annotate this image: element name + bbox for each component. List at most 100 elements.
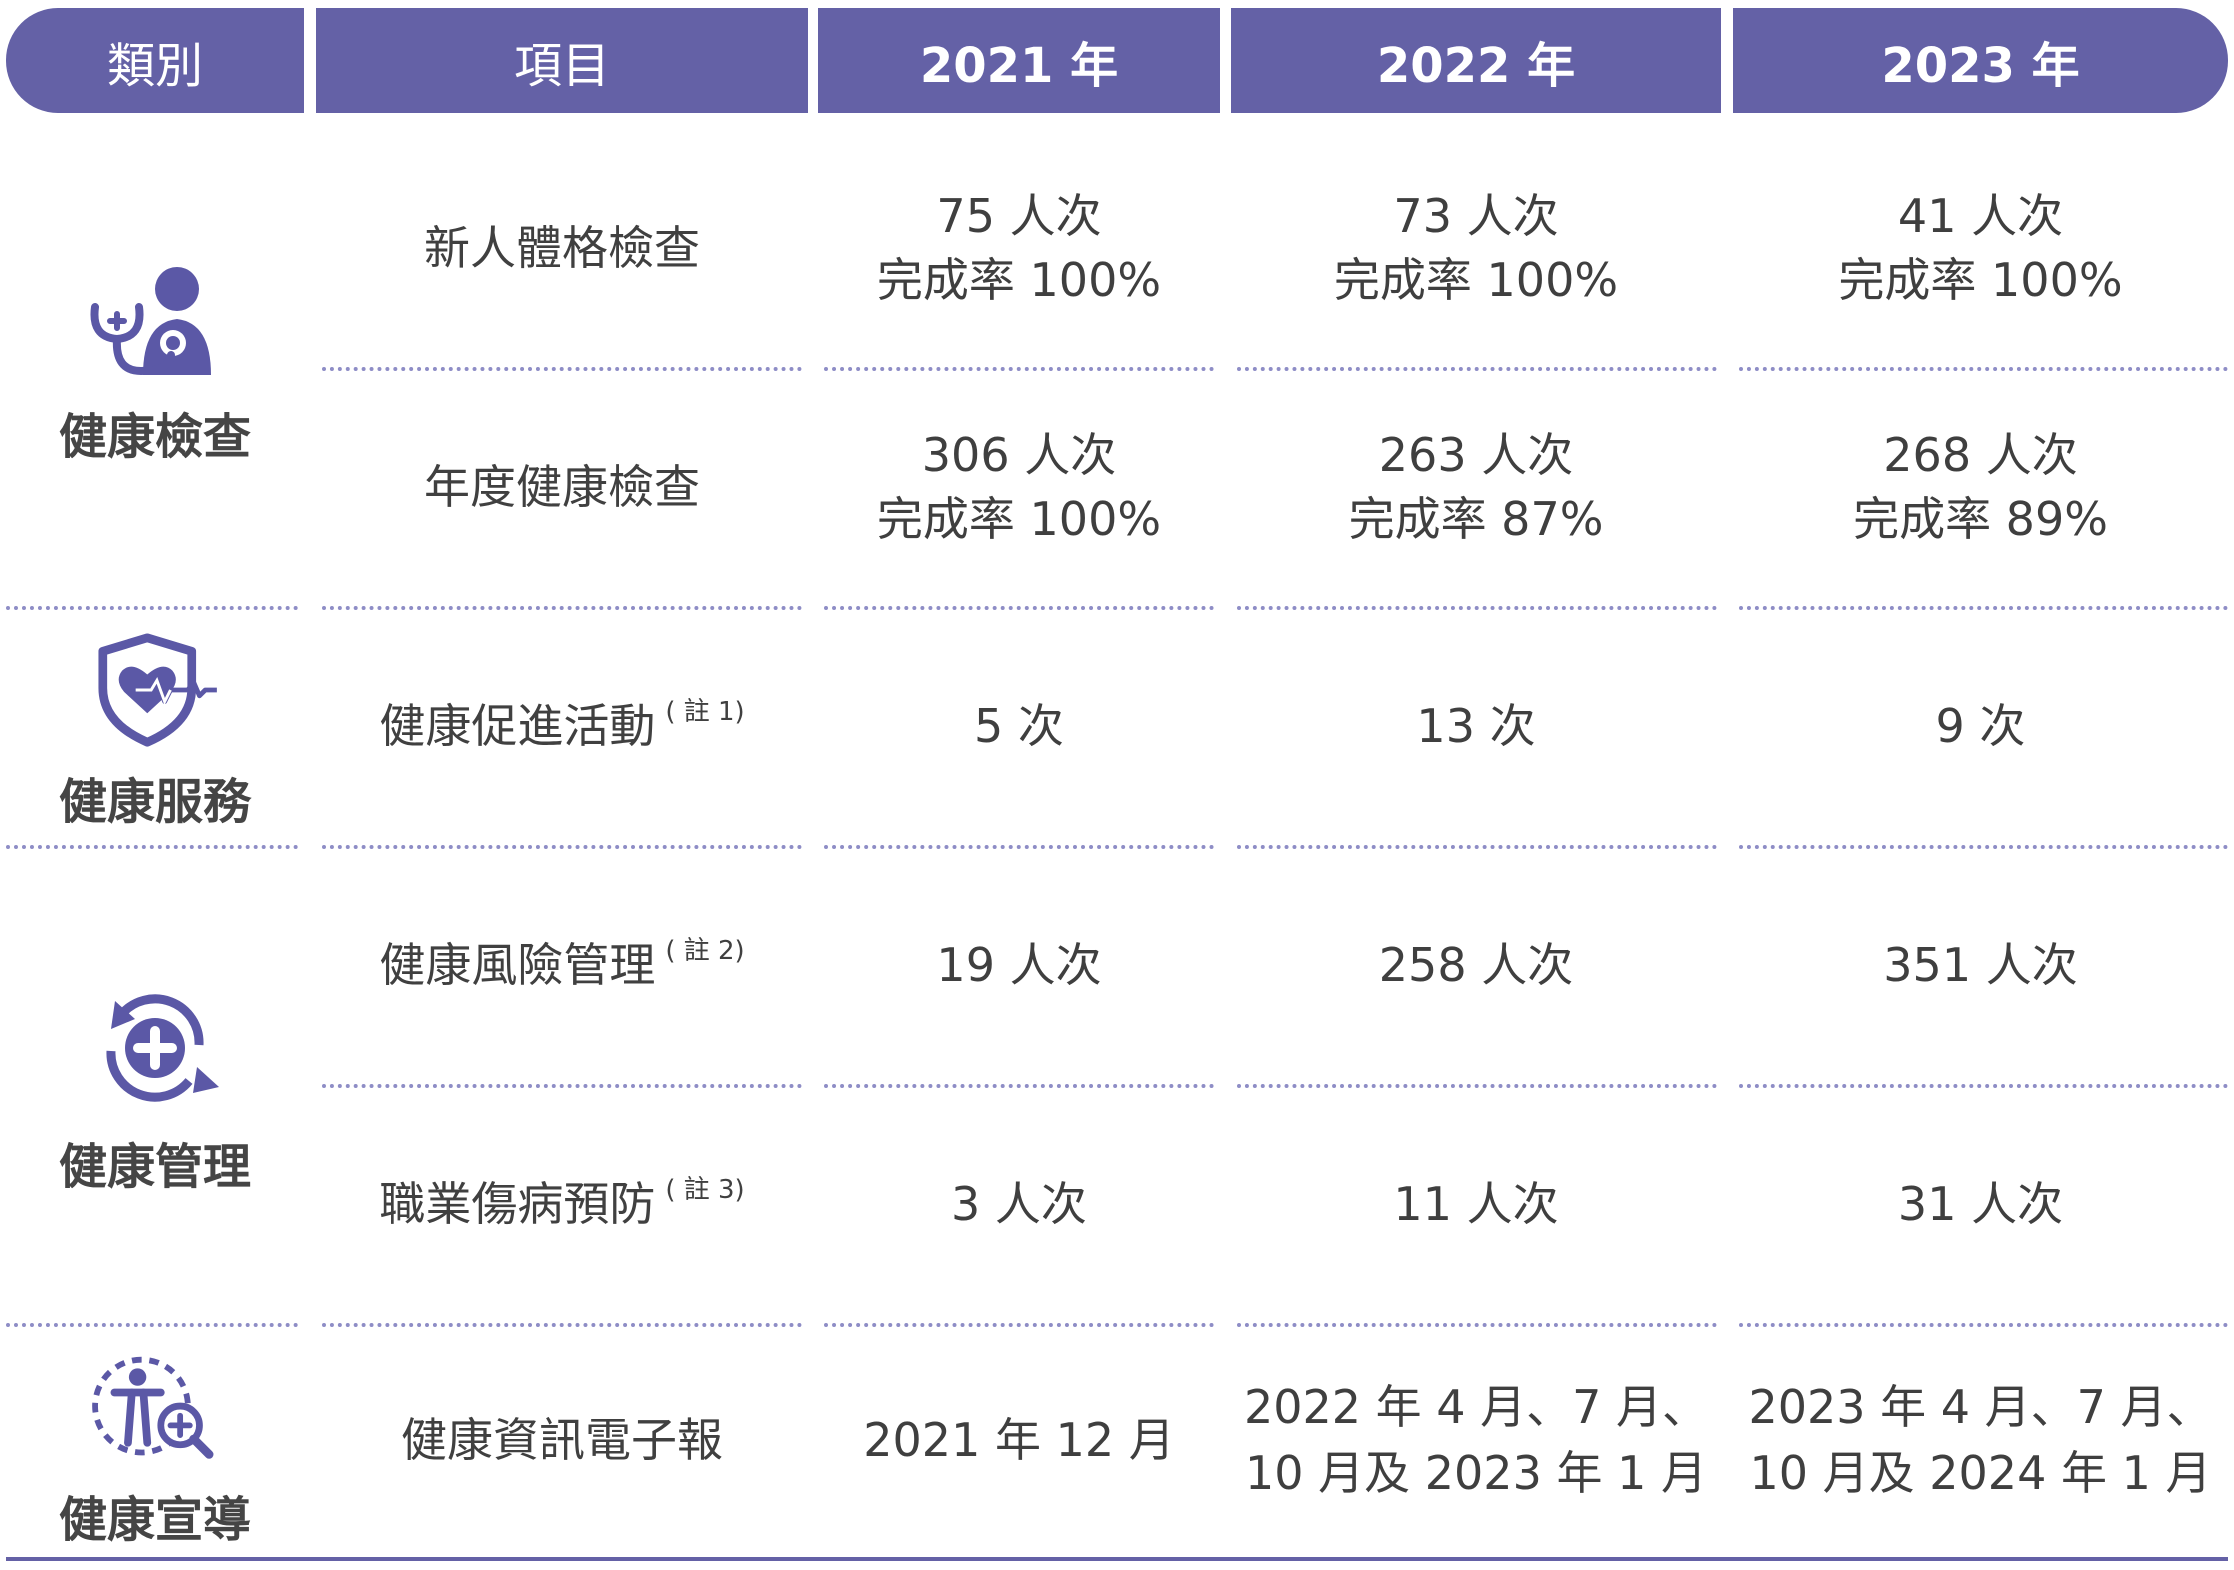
category-health-check: 健康檢查 (6, 235, 304, 495)
cell-line: 10 月及 2023 年 1 月 (1245, 1446, 1707, 1500)
table-cell: 2022 年 4 月、7 月、 10 月及 2023 年 1 月 (1231, 1325, 1721, 1555)
cell-line: 268 人次 (1883, 427, 2078, 482)
section-divider (6, 845, 298, 849)
section-divider (322, 1323, 802, 1327)
section-divider (322, 845, 802, 849)
cell-line: 75 人次 (936, 188, 1102, 243)
section-divider (1237, 1323, 1717, 1327)
cell-line: 完成率 100% (1838, 252, 2123, 307)
cell-line: 306 人次 (921, 427, 1117, 482)
person-magnifier-icon (92, 1356, 214, 1459)
row-divider (824, 367, 1214, 371)
table-cell: 75 人次 完成率 100% (818, 130, 1220, 365)
row-item: 健康促進活動 ( 註 1) (316, 608, 808, 843)
cell-line: 263 人次 (1378, 427, 1574, 482)
category-label: 健康管理 (58, 1139, 251, 1195)
category-label: 健康檢查 (58, 409, 251, 465)
section-divider (1739, 845, 2228, 849)
cell-line: 2021 年 12 月 (863, 1413, 1175, 1467)
table-bottom-rule (6, 1557, 2228, 1561)
cell-line: 73 人次 (1393, 188, 1559, 243)
cell-line: 完成率 100% (876, 491, 1162, 546)
item-label: 健康資訊電子報 (401, 1413, 723, 1467)
footnote-ref: ( 註 2) (665, 935, 745, 966)
cycle-plus-icon (106, 994, 219, 1102)
cell-line: 3 人次 (951, 1176, 1087, 1231)
table-cell: 2023 年 4 月、7 月、 10 月及 2024 年 1 月 (1733, 1325, 2228, 1555)
row-divider (1237, 1084, 1717, 1088)
row-divider (1739, 367, 2228, 371)
row-divider (1237, 367, 1717, 371)
row-item: 新人體格檢查 (316, 130, 808, 365)
table-cell: 3 人次 (818, 1086, 1220, 1321)
item-label: 健康風險管理 (379, 937, 656, 992)
section-divider (6, 606, 298, 610)
category-health-management: 健康管理 (6, 960, 304, 1220)
table-cell: 268 人次 完成率 89% (1733, 369, 2228, 604)
section-divider (1739, 606, 2228, 610)
row-item: 健康風險管理 ( 註 2) (316, 847, 808, 1082)
header-item: 項目 (316, 8, 808, 113)
header-year-2021: 2021 年 (818, 8, 1220, 113)
cell-line: 2023 年 4 月、7 月、 (1748, 1380, 2213, 1434)
category-health-promotion: 健康宣導 (6, 1350, 304, 1550)
row-divider (824, 1084, 1214, 1088)
item-label: 新人體格檢查 (424, 220, 700, 275)
table-cell: 11 人次 (1231, 1086, 1721, 1321)
cell-line: 完成率 89% (1853, 491, 2108, 546)
table-cell: 5 次 (818, 608, 1220, 843)
table-cell: 351 人次 (1733, 847, 2228, 1082)
table-cell: 19 人次 (818, 847, 1220, 1082)
row-divider (1739, 1084, 2228, 1088)
table-cell: 263 人次 完成率 87% (1231, 369, 1721, 604)
row-item: 職業傷病預防 ( 註 3) (316, 1086, 808, 1321)
cell-line: 19 人次 (936, 937, 1102, 992)
table-cell: 258 人次 (1231, 847, 1721, 1082)
cell-line: 2022 年 4 月、7 月、 (1243, 1380, 1709, 1434)
table-cell: 9 次 (1733, 608, 2228, 843)
cell-line: 41 人次 (1897, 188, 2064, 243)
footnote-ref: ( 註 1) (665, 696, 745, 727)
section-divider (1237, 606, 1717, 610)
cell-line: 完成率 100% (876, 252, 1162, 307)
section-divider (824, 1323, 1214, 1327)
category-label: 健康服務 (58, 774, 251, 830)
table-cell: 41 人次 完成率 100% (1733, 130, 2228, 365)
header-category: 類別 (6, 8, 304, 113)
table-cell: 73 人次 完成率 100% (1231, 130, 1721, 365)
table-cell: 2021 年 12 月 (818, 1325, 1220, 1555)
doctor-stethoscope-icon (90, 267, 211, 376)
table-cell: 31 人次 (1733, 1086, 2228, 1321)
section-divider (1237, 845, 1717, 849)
cell-line: 完成率 87% (1348, 491, 1604, 546)
item-label: 健康促進活動 (379, 698, 656, 753)
table-cell: 13 次 (1231, 608, 1721, 843)
cell-line: 9 次 (1935, 698, 2026, 753)
row-item: 年度健康檢查 (316, 369, 808, 604)
table-cell: 306 人次 完成率 100% (818, 369, 1220, 604)
section-divider (322, 606, 802, 610)
section-divider (6, 1323, 298, 1327)
header-year-2023: 2023 年 (1733, 8, 2228, 113)
section-divider (824, 845, 1214, 849)
cell-line: 完成率 100% (1333, 252, 1619, 307)
footnote-ref: ( 註 3) (665, 1174, 745, 1205)
cell-line: 258 人次 (1378, 937, 1574, 992)
cell-line: 13 次 (1416, 698, 1536, 753)
shield-heart-icon (98, 633, 217, 747)
cell-line: 10 月及 2024 年 1 月 (1749, 1446, 2212, 1500)
cell-line: 351 人次 (1883, 937, 2078, 992)
row-divider (322, 367, 802, 371)
row-divider (322, 1084, 802, 1088)
item-label: 年度健康檢查 (424, 459, 700, 514)
item-label: 職業傷病預防 (379, 1176, 656, 1231)
cell-line: 5 次 (974, 698, 1064, 753)
cell-line: 11 人次 (1393, 1176, 1559, 1231)
category-label: 健康宣導 (58, 1492, 251, 1548)
header-year-2022: 2022 年 (1231, 8, 1721, 113)
cell-line: 31 人次 (1897, 1176, 2064, 1231)
section-divider (824, 606, 1214, 610)
section-divider (1739, 1323, 2228, 1327)
row-item: 健康資訊電子報 (316, 1325, 808, 1555)
category-health-service: 健康服務 (6, 632, 304, 832)
